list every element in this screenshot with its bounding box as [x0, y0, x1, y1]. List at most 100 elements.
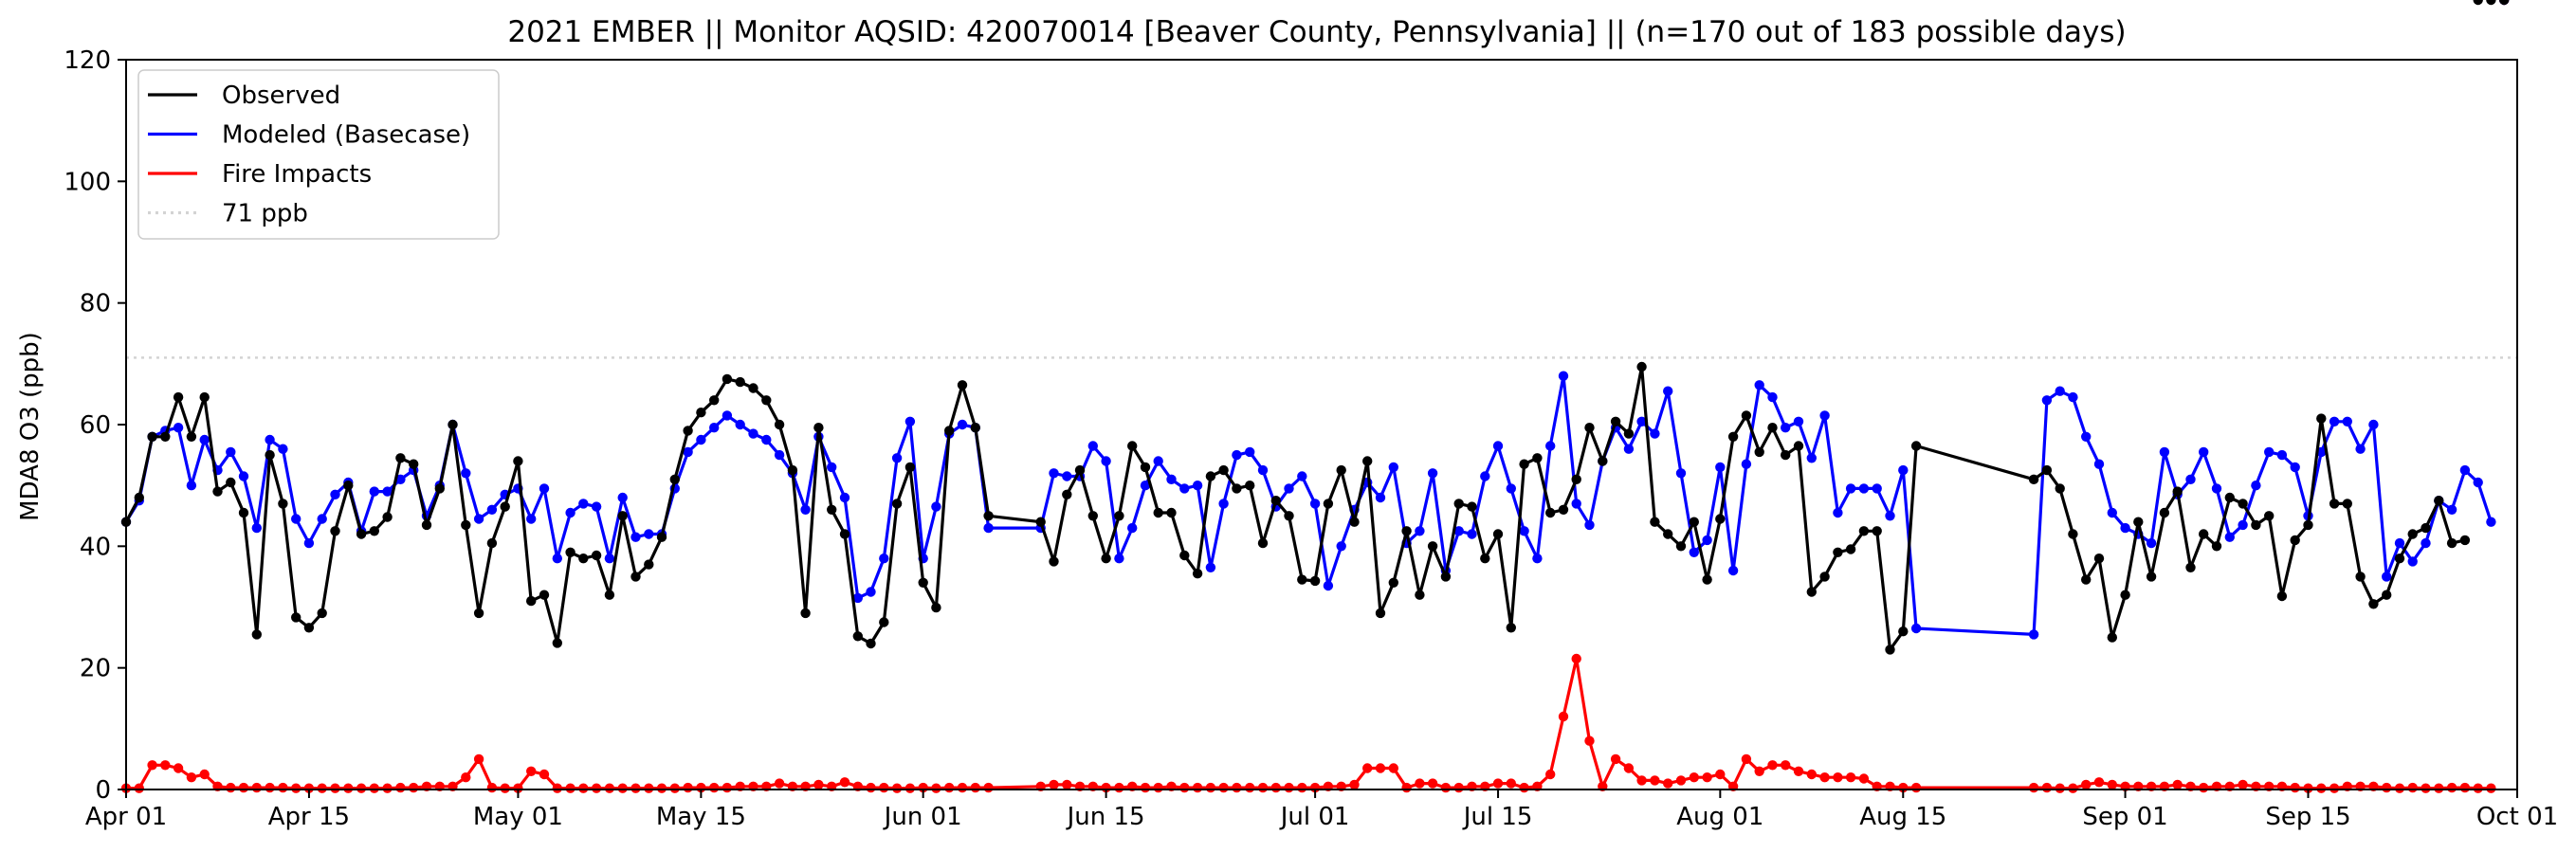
- data-point-modeled-basecase: [2068, 391, 2078, 403]
- legend-box: [137, 69, 500, 240]
- data-point-modeled-basecase: [1375, 492, 1386, 503]
- data-point-modeled-basecase: [486, 504, 498, 515]
- data-point-modeled-basecase: [761, 434, 772, 445]
- data-point-fire-impacts: [173, 763, 184, 773]
- data-point-modeled-basecase: [696, 434, 706, 445]
- data-point-fire-impacts: [2407, 782, 2418, 793]
- data-point-observed: [134, 492, 144, 503]
- data-point-fire-impacts: [382, 783, 393, 793]
- data-point-fire-impacts: [1362, 763, 1373, 773]
- data-point-modeled-basecase: [173, 423, 184, 433]
- data-point-fire-impacts: [2421, 783, 2431, 793]
- data-point-observed: [1140, 462, 1151, 473]
- data-point-observed: [343, 481, 354, 491]
- data-point-observed: [1297, 574, 1307, 585]
- data-point-fire-impacts: [1663, 778, 1673, 789]
- data-point-modeled-basecase: [238, 471, 249, 481]
- data-point-modeled-basecase: [630, 532, 641, 542]
- data-point-observed: [1349, 517, 1360, 527]
- data-point-modeled-basecase: [774, 449, 785, 461]
- data-point-observed: [1309, 575, 1321, 587]
- data-point-fire-impacts: [2199, 782, 2209, 793]
- data-point-fire-impacts: [1427, 778, 1438, 789]
- data-point-observed: [1388, 577, 1399, 588]
- data-point-fire-impacts: [1049, 779, 1059, 790]
- data-point-modeled-basecase: [1153, 456, 1163, 466]
- data-point-fire-impacts: [644, 783, 654, 793]
- data-point-fire-impacts: [1284, 782, 1294, 793]
- data-point-observed: [630, 572, 641, 582]
- data-point-modeled-basecase: [303, 537, 315, 549]
- data-point-fire-impacts: [1636, 775, 1647, 786]
- data-point-observed: [1440, 572, 1452, 582]
- data-point-modeled-basecase: [2081, 431, 2092, 442]
- data-point-observed: [552, 638, 562, 648]
- data-point-observed: [696, 408, 706, 418]
- data-point-modeled-basecase: [1062, 471, 1072, 481]
- data-point-fire-impacts: [1545, 769, 1556, 780]
- data-point-fire-impacts: [904, 783, 916, 793]
- data-point-modeled-basecase: [539, 483, 550, 494]
- data-point-fire-impacts: [500, 783, 510, 793]
- data-point-observed: [1636, 361, 1647, 372]
- data-point-modeled-basecase: [278, 444, 288, 454]
- data-point-observed: [2459, 535, 2471, 546]
- data-point-observed: [186, 431, 197, 442]
- data-point-observed: [1650, 517, 1660, 527]
- data-point-modeled-basecase: [2407, 556, 2418, 567]
- data-point-observed: [931, 602, 941, 613]
- data-point-fire-impacts: [983, 782, 994, 793]
- data-point-observed: [382, 512, 393, 522]
- data-point-modeled-basecase: [1702, 535, 1712, 546]
- data-point-fire-impacts: [1232, 782, 1242, 793]
- data-point-fire-impacts: [486, 782, 498, 793]
- data-point-fire-impacts: [1833, 772, 1843, 783]
- data-point-fire-impacts: [1205, 782, 1216, 793]
- data-point-observed: [2251, 519, 2261, 531]
- data-point-fire-impacts: [1650, 775, 1660, 786]
- data-point-fire-impacts: [2316, 783, 2327, 793]
- data-point-observed: [2276, 590, 2288, 602]
- data-point-modeled-basecase: [395, 474, 406, 484]
- data-point-modeled-basecase: [1767, 391, 1778, 403]
- data-point-observed: [278, 499, 288, 509]
- data-point-modeled-basecase: [866, 587, 876, 597]
- data-point-fire-impacts: [2303, 783, 2313, 793]
- data-point-modeled-basecase: [2459, 464, 2471, 476]
- data-point-fire-impacts: [134, 783, 144, 793]
- data-point-modeled-basecase: [2473, 477, 2483, 488]
- data-point-modeled-basecase: [1741, 459, 1752, 469]
- data-point-fire-impacts: [1675, 775, 1687, 786]
- data-point-observed: [1845, 544, 1856, 554]
- data-point-observed: [421, 519, 432, 531]
- data-point-fire-impacts: [1179, 782, 1190, 793]
- data-point-observed: [473, 608, 484, 619]
- x-tick-label: Sep 01: [2082, 803, 2167, 831]
- data-point-observed: [1284, 511, 1294, 521]
- data-point-fire-impacts: [1270, 782, 1282, 793]
- data-point-fire-impacts: [2041, 782, 2053, 793]
- data-point-observed: [1245, 481, 1255, 491]
- data-point-modeled-basecase: [2055, 386, 2065, 396]
- data-point-fire-impacts: [2459, 782, 2471, 793]
- chart-title: 2021 EMBER || Monitor AQSID: 420070014 […: [507, 15, 2126, 49]
- data-point-fire-impacts: [1440, 782, 1452, 793]
- data-point-fire-impacts: [683, 782, 693, 793]
- data-point-modeled-basecase: [1257, 464, 1269, 476]
- data-point-observed: [748, 383, 758, 393]
- data-point-modeled-basecase: [748, 428, 758, 439]
- data-point-observed: [2081, 574, 2092, 585]
- data-point-modeled-basecase: [1506, 483, 1517, 494]
- data-point-modeled-basecase: [1192, 481, 1203, 491]
- data-point-fire-impacts: [147, 760, 157, 771]
- data-point-observed: [356, 529, 367, 539]
- data-point-observed: [1558, 504, 1569, 515]
- data-point-fire-impacts: [1453, 782, 1464, 793]
- data-point-fire-impacts: [473, 753, 484, 765]
- data-point-modeled-basecase: [2342, 416, 2352, 426]
- data-point-observed: [2185, 562, 2196, 572]
- data-point-observed: [827, 504, 837, 515]
- data-point-fire-impacts: [1192, 782, 1203, 793]
- data-point-observed: [317, 608, 327, 619]
- data-point-observed: [1049, 556, 1059, 567]
